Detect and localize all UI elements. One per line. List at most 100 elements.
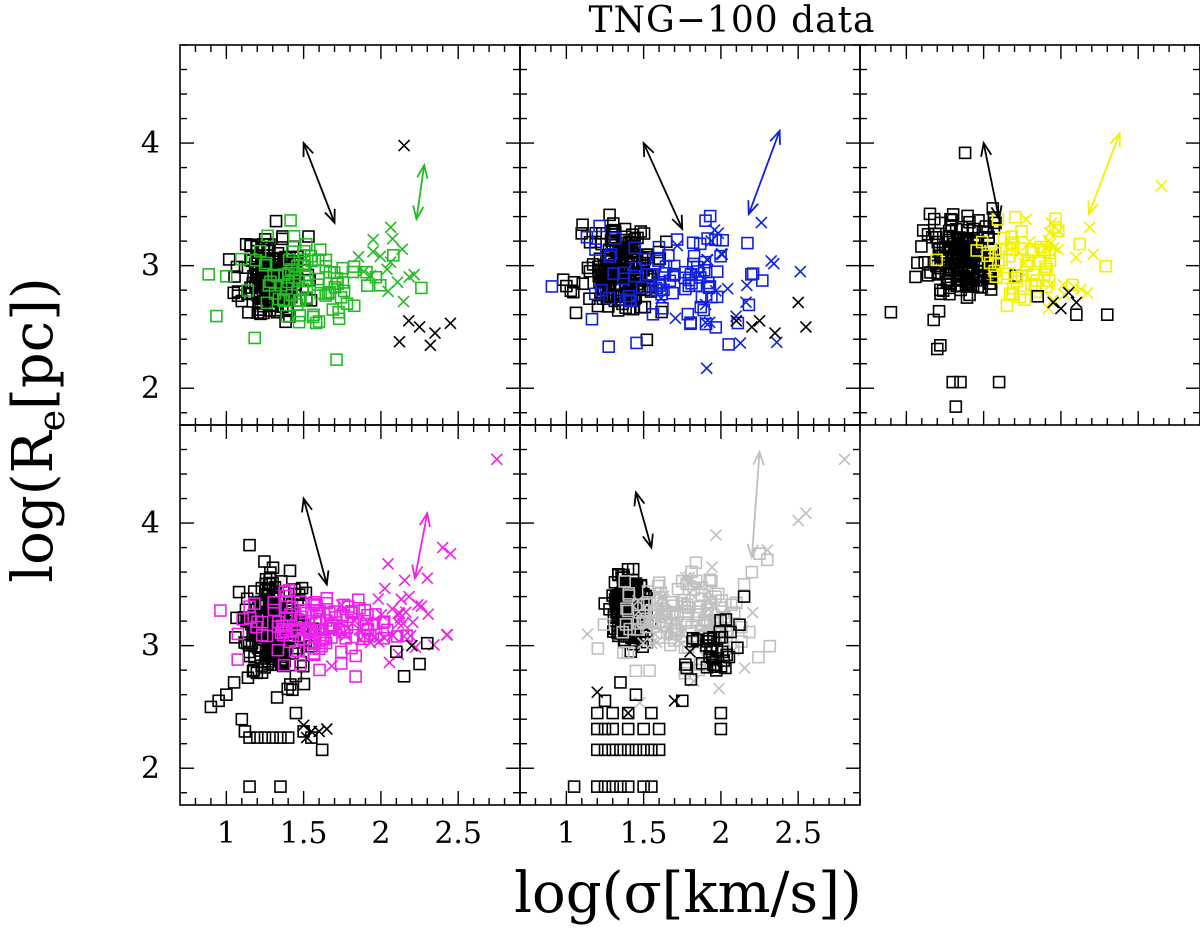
square-marker: [415, 281, 428, 295]
cross-marker: [436, 541, 449, 554]
cross-marker: [799, 507, 812, 520]
square-marker: [1033, 254, 1047, 268]
square-marker: [948, 256, 961, 270]
square-marker: [569, 306, 583, 320]
arrow-line: [642, 142, 684, 230]
square-marker: [247, 585, 261, 598]
square-marker: [682, 279, 696, 293]
square-marker: [717, 654, 731, 667]
panel-5: 1 1.5 2 2.5: [519, 424, 861, 851]
cross-marker: [693, 579, 706, 592]
square-marker: [313, 663, 326, 677]
square-marker: [618, 575, 631, 588]
square-marker: [258, 599, 271, 613]
panel-2: [519, 44, 861, 426]
square-marker: [1030, 274, 1044, 287]
cross-marker: [799, 320, 812, 334]
cross-marker: [665, 615, 678, 628]
cross-marker: [683, 645, 697, 658]
square-marker: [245, 637, 259, 650]
cross-marker: [721, 282, 734, 295]
square-marker: [663, 638, 677, 652]
square-marker: [290, 260, 304, 273]
square-marker: [934, 261, 947, 275]
square-marker: [589, 243, 602, 256]
square-marker: [292, 644, 305, 658]
x-tick-label: 1: [217, 816, 236, 851]
square-marker: [710, 265, 724, 278]
arrow-head: [416, 162, 429, 179]
square-marker: [597, 618, 611, 631]
square-marker: [731, 641, 744, 655]
square-marker: [681, 307, 695, 321]
square-marker: [327, 618, 340, 632]
cross-marker: [364, 636, 377, 649]
square-marker: [705, 290, 718, 304]
cross-marker: [354, 633, 367, 646]
cross-marker: [705, 561, 719, 574]
cross-marker: [361, 615, 374, 628]
square-marker: [243, 780, 256, 793]
square-marker: [320, 596, 333, 610]
square-marker: [645, 780, 658, 793]
square-marker: [628, 269, 642, 283]
arrow-head: [1087, 200, 1099, 217]
square-marker: [737, 590, 751, 603]
square-marker: [321, 287, 335, 300]
panel-4: 1 1.5 2 2.5 2 3 4: [141, 424, 521, 851]
cross-marker: [672, 634, 685, 647]
square-marker: [686, 236, 700, 250]
square-marker: [687, 583, 701, 596]
square-marker: [241, 284, 255, 297]
square-marker: [270, 691, 284, 704]
square-marker: [307, 597, 320, 611]
square-marker: [621, 743, 635, 757]
square-marker: [261, 229, 274, 243]
cross-marker: [740, 279, 753, 292]
square-marker: [652, 615, 665, 629]
square-marker: [304, 249, 318, 263]
cross-marker: [352, 250, 365, 263]
cross-marker: [402, 314, 415, 327]
square-marker: [603, 250, 617, 263]
square-marker: [323, 621, 337, 635]
square-marker: [915, 240, 928, 253]
square-marker: [564, 284, 578, 298]
square-marker: [635, 251, 649, 265]
square-marker: [236, 612, 249, 626]
square-marker: [679, 658, 692, 671]
square-marker: [634, 225, 648, 238]
square-marker: [653, 576, 666, 589]
square-marker: [632, 617, 645, 630]
cross-marker: [838, 453, 851, 466]
square-marker: [927, 313, 940, 327]
panel-frame: [179, 44, 521, 426]
square-marker: [284, 214, 297, 227]
square-marker: [714, 722, 728, 736]
square-marker: [387, 248, 400, 262]
square-marker: [611, 304, 625, 317]
square-marker: [315, 743, 329, 757]
cross-marker: [739, 296, 753, 309]
square-marker: [715, 630, 729, 644]
cross-marker: [384, 256, 397, 269]
cross-marker: [633, 696, 646, 709]
arrow-head: [411, 564, 424, 581]
square-marker: [709, 590, 722, 604]
square-marker: [235, 712, 249, 726]
square-marker: [1003, 249, 1016, 263]
cross-marker: [649, 628, 662, 641]
square-marker: [646, 268, 659, 281]
cross-marker: [702, 593, 715, 606]
panel-frame: [859, 44, 1200, 426]
cross-marker: [1042, 302, 1055, 315]
square-marker: [345, 641, 358, 655]
square-marker: [714, 706, 728, 720]
square-marker: [665, 617, 679, 630]
arrow-line: [302, 498, 328, 585]
square-marker: [707, 658, 720, 672]
square-marker: [229, 631, 242, 644]
cross-marker: [683, 571, 696, 584]
y-tick-label: 2: [141, 371, 160, 406]
